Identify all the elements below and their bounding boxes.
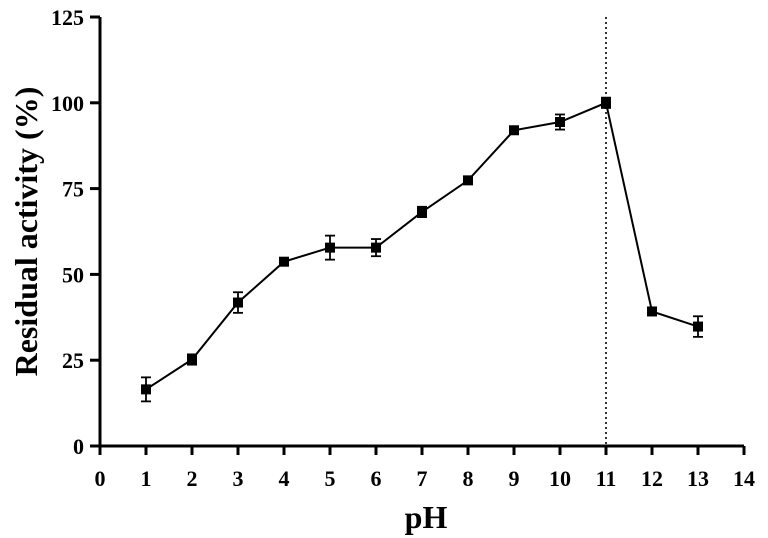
y-axis-title: Residual activity (%) bbox=[8, 87, 44, 377]
series-line bbox=[145, 101, 699, 391]
data-point bbox=[279, 256, 289, 267]
y-tick-label: 25 bbox=[62, 348, 84, 373]
data-point bbox=[187, 354, 197, 365]
x-tick-label: 7 bbox=[417, 466, 428, 491]
data-point bbox=[325, 242, 335, 253]
x-tick-label: 12 bbox=[641, 466, 663, 491]
data-point bbox=[233, 297, 243, 308]
data-point bbox=[417, 206, 427, 217]
y-tick-label: 100 bbox=[51, 91, 84, 116]
data-point bbox=[509, 125, 519, 136]
data-point bbox=[693, 321, 703, 332]
x-tick-label: 13 bbox=[687, 466, 709, 491]
x-tick-label: 2 bbox=[187, 466, 198, 491]
y-tick-label: 125 bbox=[51, 5, 84, 30]
data-point bbox=[555, 117, 565, 128]
x-tick-label: 11 bbox=[596, 466, 617, 491]
x-tick-label: 9 bbox=[509, 466, 520, 491]
x-tick-label: 6 bbox=[371, 466, 382, 491]
plot-area bbox=[141, 17, 703, 446]
x-tick-label: 0 bbox=[95, 466, 106, 491]
x-tick-label: 3 bbox=[233, 466, 244, 491]
data-point bbox=[463, 175, 473, 186]
x-tick-label: 8 bbox=[463, 466, 474, 491]
y-tick-label: 75 bbox=[62, 177, 84, 202]
data-point bbox=[371, 242, 381, 253]
y-tick-label: 50 bbox=[62, 262, 84, 287]
data-point bbox=[601, 97, 611, 108]
x-tick-label: 4 bbox=[279, 466, 290, 491]
y-tick-label: 0 bbox=[73, 434, 84, 459]
data-point bbox=[141, 384, 151, 395]
x-axis-title: pH bbox=[405, 499, 448, 535]
x-tick-label: 14 bbox=[733, 466, 755, 491]
x-tick-label: 1 bbox=[141, 466, 152, 491]
x-tick-label: 10 bbox=[549, 466, 571, 491]
data-point bbox=[647, 306, 657, 317]
x-tick-label: 5 bbox=[325, 466, 336, 491]
